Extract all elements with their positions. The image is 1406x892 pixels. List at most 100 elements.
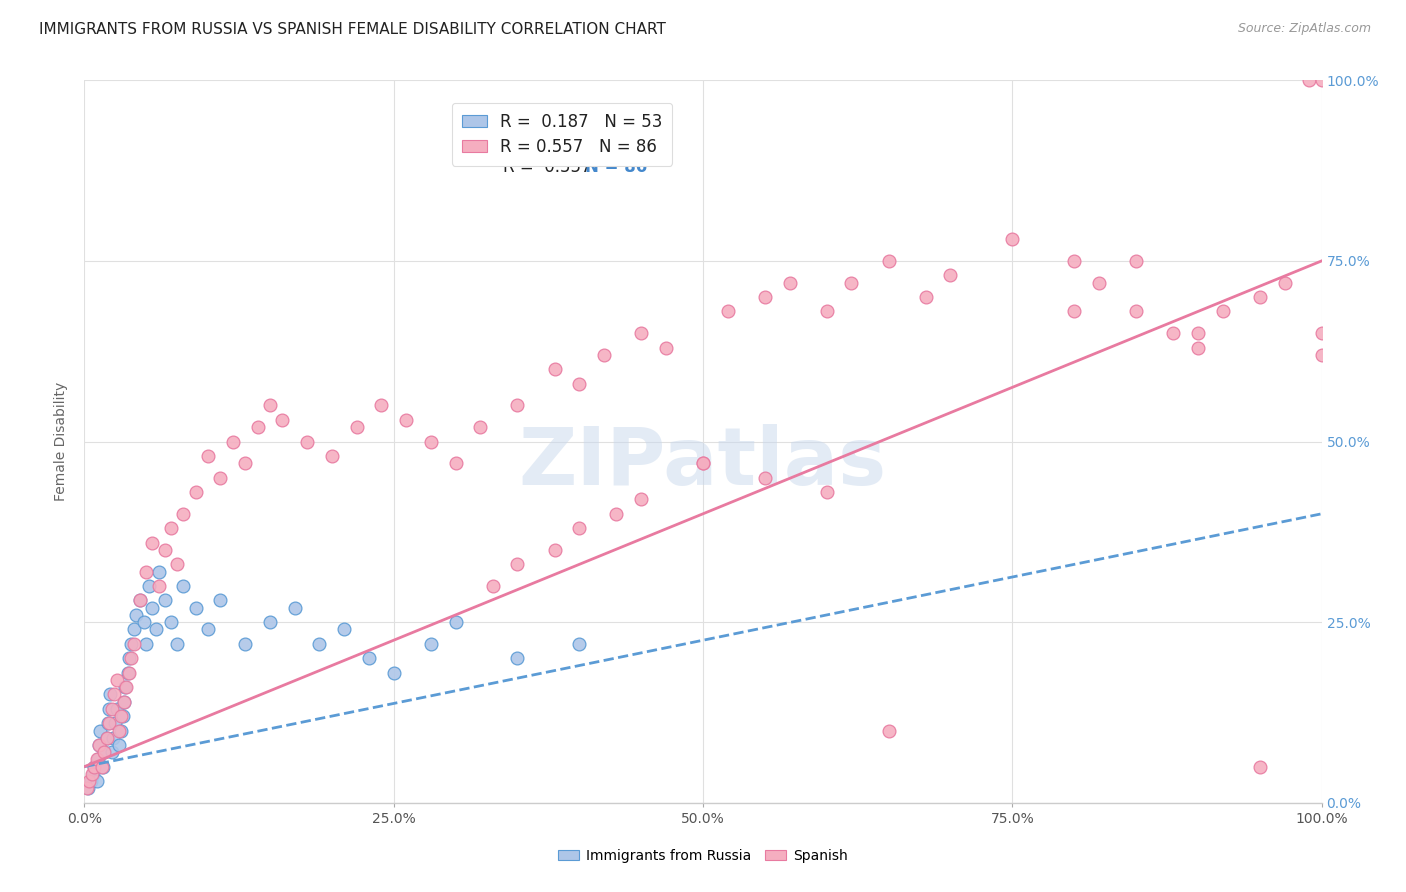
Text: N = 86: N = 86 [585,158,648,176]
Point [259,615,281,630]
Point [98,716,121,731]
Point [1063,304,1085,318]
Point [419,434,441,449]
Point [209,471,232,485]
Point [91,760,114,774]
Point [79,774,101,789]
Point [197,623,219,637]
Point [104,716,127,731]
Point [129,593,152,607]
Point [357,651,380,665]
Point [112,695,135,709]
Point [141,535,163,549]
Point [120,651,142,665]
Point [83,760,105,774]
Point [419,637,441,651]
Point [605,507,627,521]
Point [841,276,863,290]
Point [148,579,170,593]
Point [83,760,105,774]
Point [100,702,122,716]
Point [506,398,529,412]
Point [160,521,183,535]
Point [160,615,183,630]
Point [1310,348,1333,362]
Point [93,745,115,759]
Point [129,593,152,607]
Point [568,521,591,535]
Point [1001,232,1024,246]
Point [395,413,418,427]
Point [135,565,157,579]
Point [630,492,652,507]
Point [1125,304,1147,318]
Point [233,637,256,651]
Point [105,702,128,716]
Legend: Immigrants from Russia, Spanish: Immigrants from Russia, Spanish [553,843,853,868]
Point [543,362,565,376]
Point [754,290,776,304]
Point [1249,760,1271,774]
Point [97,716,120,731]
Point [79,774,101,789]
Point [111,709,134,723]
Point [1187,341,1209,355]
Point [295,434,318,449]
Point [506,558,529,572]
Text: Source: ZipAtlas.com: Source: ZipAtlas.com [1237,22,1371,36]
Point [86,752,108,766]
Point [166,558,188,572]
Point [1310,73,1333,87]
Point [692,456,714,470]
Point [246,420,269,434]
Point [1274,276,1296,290]
Point [100,745,122,759]
Point [1187,326,1209,341]
Point [148,565,170,579]
Text: R =  0.557: R = 0.557 [502,158,591,176]
Point [754,471,776,485]
Point [118,651,141,665]
Point [444,456,467,470]
Point [108,738,131,752]
Point [692,456,714,470]
Point [1298,73,1320,87]
Point [209,593,232,607]
Point [1088,276,1111,290]
Point [172,579,194,593]
Point [86,774,108,789]
Point [103,687,125,701]
Point [98,702,121,716]
Point [117,665,139,680]
Point [1249,290,1271,304]
Point [1161,326,1184,341]
Point [166,637,188,651]
Point [153,593,176,607]
Point [382,665,405,680]
Point [132,615,155,630]
Point [284,600,307,615]
Point [1212,304,1234,318]
Text: IMMIGRANTS FROM RUSSIA VS SPANISH FEMALE DISABILITY CORRELATION CHART: IMMIGRANTS FROM RUSSIA VS SPANISH FEMALE… [39,22,666,37]
Point [717,304,740,318]
Point [308,637,330,651]
Point [114,680,136,694]
Point [122,637,145,651]
Point [630,326,652,341]
Point [89,723,111,738]
Point [125,607,148,622]
Point [89,738,111,752]
Point [543,542,565,557]
Point [122,623,145,637]
Point [105,673,128,687]
Point [115,680,138,694]
Point [877,723,900,738]
Point [655,341,678,355]
Point [481,579,503,593]
Point [135,637,157,651]
Point [89,738,111,752]
Point [259,398,281,412]
Point [444,615,467,630]
Point [779,276,801,290]
Point [568,376,591,391]
